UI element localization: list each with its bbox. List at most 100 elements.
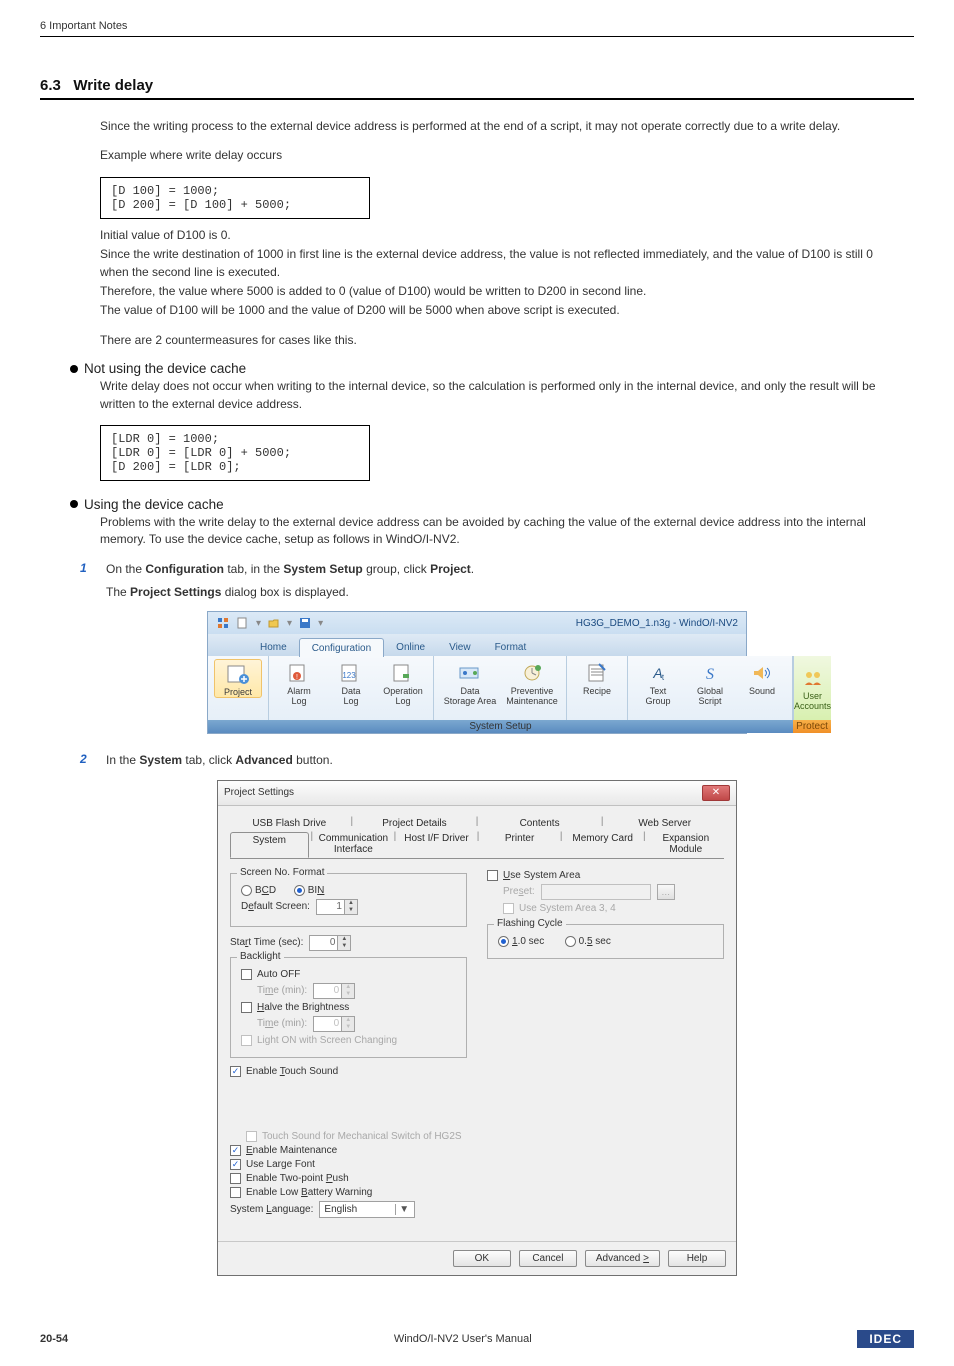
svg-text:S: S: [706, 666, 714, 683]
tab-usb-flash[interactable]: USB Flash Drive: [230, 816, 349, 831]
radio-1-0-sec[interactable]: 1.0 sec: [498, 936, 544, 947]
radio-0-5-sec[interactable]: 0.5 sec: [565, 936, 611, 947]
chk-two-point-push[interactable]: Enable Two-point Push: [230, 1173, 467, 1184]
tab-system[interactable]: System: [230, 832, 309, 858]
label-time-min-1: Time (min):: [257, 985, 307, 996]
dialog-title: Project Settings: [224, 787, 294, 798]
svg-text:t: t: [662, 673, 665, 682]
dialog-left-col: Screen No. Format BCD BIN Default Screen…: [230, 867, 467, 1221]
btn-ok[interactable]: OK: [453, 1250, 511, 1267]
chk-halve-brightness[interactable]: Halve the Brightness: [241, 1002, 456, 1013]
tab-printer[interactable]: Printer: [481, 831, 558, 857]
tab-expansion[interactable]: Expansion Module: [648, 831, 725, 857]
app-icon: [216, 616, 230, 630]
group-flashing-cycle: Flashing Cycle 1.0 sec 0.5 sec: [487, 924, 724, 959]
save-icon[interactable]: [298, 616, 312, 630]
radio-bin[interactable]: BIN: [294, 885, 325, 896]
ribbon-btn-sound[interactable]: Sound: [738, 659, 786, 696]
spin-time-1: 0▲▼: [313, 983, 355, 999]
chk-use-system-area[interactable]: Use System Area: [487, 870, 724, 881]
step-1: 1 On the Configuration tab, in the Syste…: [80, 561, 914, 578]
btn-advanced[interactable]: Advanced >: [585, 1250, 660, 1267]
ribbon-qat: ▾ ▾ ▾ HG3G_DEMO_1.n3g - WindO/I-NV2: [208, 612, 746, 634]
ribbon-btn-operation-log[interactable]: Operation Log: [379, 659, 427, 706]
ribbon-btn-data-storage[interactable]: Data Storage Area: [440, 659, 500, 706]
ribbon-btn-user-accounts[interactable]: User Accounts: [793, 656, 831, 720]
chk-enable-maintenance[interactable]: ✓Enable Maintenance: [230, 1145, 467, 1156]
alarm-log-icon: !: [285, 661, 313, 685]
new-icon[interactable]: [236, 616, 250, 630]
group-backlight: Backlight Auto OFF Time (min): 0▲▼ Halve…: [230, 957, 467, 1058]
svg-text:!: !: [296, 674, 298, 681]
spin-time-2: 0▲▼: [313, 1016, 355, 1032]
page-footer: 20-54 WindO/I-NV2 User's Manual IDEC: [40, 1330, 914, 1348]
chk-auto-off[interactable]: Auto OFF: [241, 969, 456, 980]
user-accounts-icon: [799, 667, 827, 691]
ribbon-tab-configuration[interactable]: Configuration: [299, 638, 384, 657]
bullet-using-cache: Using the device cache: [70, 497, 914, 512]
label-default-screen: Default Screen:: [241, 901, 310, 912]
example-label: Example where write delay occurs: [100, 147, 904, 164]
ribbon-btn-data-log[interactable]: 123 Data Log: [327, 659, 375, 706]
bullet-dot-icon: [70, 365, 78, 373]
ribbon-btn-project[interactable]: Project: [214, 659, 262, 698]
btn-help[interactable]: Help: [668, 1250, 726, 1267]
data-storage-icon: [456, 661, 484, 685]
ribbon-tab-format[interactable]: Format: [483, 638, 539, 656]
para-write-dest: Since the write destination of 1000 in f…: [100, 246, 904, 281]
chk-low-battery[interactable]: Enable Low Battery Warning: [230, 1187, 467, 1198]
dialog-buttons: OK Cancel Advanced > Help: [218, 1241, 736, 1275]
svg-text:123: 123: [342, 671, 356, 680]
preventive-icon: [518, 661, 546, 685]
ribbon-tab-online[interactable]: Online: [384, 638, 437, 656]
page-number: 20-54: [40, 1333, 68, 1345]
radio-bcd[interactable]: BCD: [241, 885, 276, 896]
tab-web-server[interactable]: Web Server: [605, 816, 724, 831]
spin-start-time[interactable]: 0▲▼: [309, 935, 351, 951]
tab-contents[interactable]: Contents: [480, 816, 599, 831]
step-2: 2 In the System tab, click Advanced butt…: [80, 752, 914, 769]
step-1-result: The Project Settings dialog box is displ…: [106, 584, 914, 601]
ribbon-btn-alarm-log[interactable]: ! Alarm Log: [275, 659, 323, 706]
chapter-label: 6 Important Notes: [40, 20, 127, 32]
para-countermeasures: There are 2 countermeasures for cases li…: [100, 332, 904, 349]
chk-touch-sound-mech: Touch Sound for Mechanical Switch of HG2…: [246, 1131, 467, 1142]
ribbon-btn-text-group[interactable]: At Text Group: [634, 659, 682, 706]
ribbon-tab-view[interactable]: View: [437, 638, 483, 656]
bullet2-text: Problems with the write delay to the ext…: [100, 514, 904, 549]
tab-memory-card[interactable]: Memory Card: [564, 831, 641, 857]
label-time-min-2: Time (min):: [257, 1018, 307, 1029]
chk-use-large-font[interactable]: ✓Use Large Font: [230, 1159, 467, 1170]
step-num-1: 1: [80, 561, 96, 575]
btn-cancel[interactable]: Cancel: [519, 1250, 577, 1267]
para-d100-initial: Initial value of D100 is 0.: [100, 227, 904, 244]
chk-enable-touch-sound[interactable]: ✓Enable Touch Sound: [230, 1066, 467, 1077]
ribbon-group-label: System Setup: [208, 720, 793, 733]
bullet-not-using-cache: Not using the device cache: [70, 361, 914, 376]
label-start-time: Start Time (sec):: [230, 937, 303, 948]
recipe-icon: [583, 661, 611, 685]
input-preset: [541, 884, 651, 900]
spin-default-screen[interactable]: 1▲▼: [316, 899, 358, 915]
sound-icon: [748, 661, 776, 685]
bullet-dot-icon: [70, 500, 78, 508]
idec-brand-badge: IDEC: [857, 1330, 914, 1348]
section-title: 6.3 Write delay: [40, 77, 914, 100]
ribbon-btn-preventive[interactable]: Preventive Maintenance: [504, 659, 560, 706]
data-log-icon: 123: [337, 661, 365, 685]
intro-text: Since the writing process to the externa…: [100, 118, 904, 135]
operation-log-icon: [389, 661, 417, 685]
dialog-titlebar: Project Settings ✕: [218, 781, 736, 806]
bullet1-text: Write delay does not occur when writing …: [100, 378, 904, 413]
ribbon-tab-home[interactable]: Home: [248, 638, 299, 656]
project-icon: [224, 662, 252, 686]
select-system-language[interactable]: English▼: [319, 1201, 415, 1218]
label-system-language: System Language:: [230, 1204, 313, 1215]
tab-comm-iface[interactable]: Communication Interface: [315, 831, 392, 857]
ribbon-btn-global-script[interactable]: S Global Script: [686, 659, 734, 706]
open-icon[interactable]: [267, 616, 281, 630]
tab-host-if[interactable]: Host I/F Driver: [398, 831, 475, 857]
ribbon-btn-recipe[interactable]: Recipe: [573, 659, 621, 696]
tab-project-details[interactable]: Project Details: [355, 816, 474, 831]
dialog-close-button[interactable]: ✕: [702, 785, 730, 801]
